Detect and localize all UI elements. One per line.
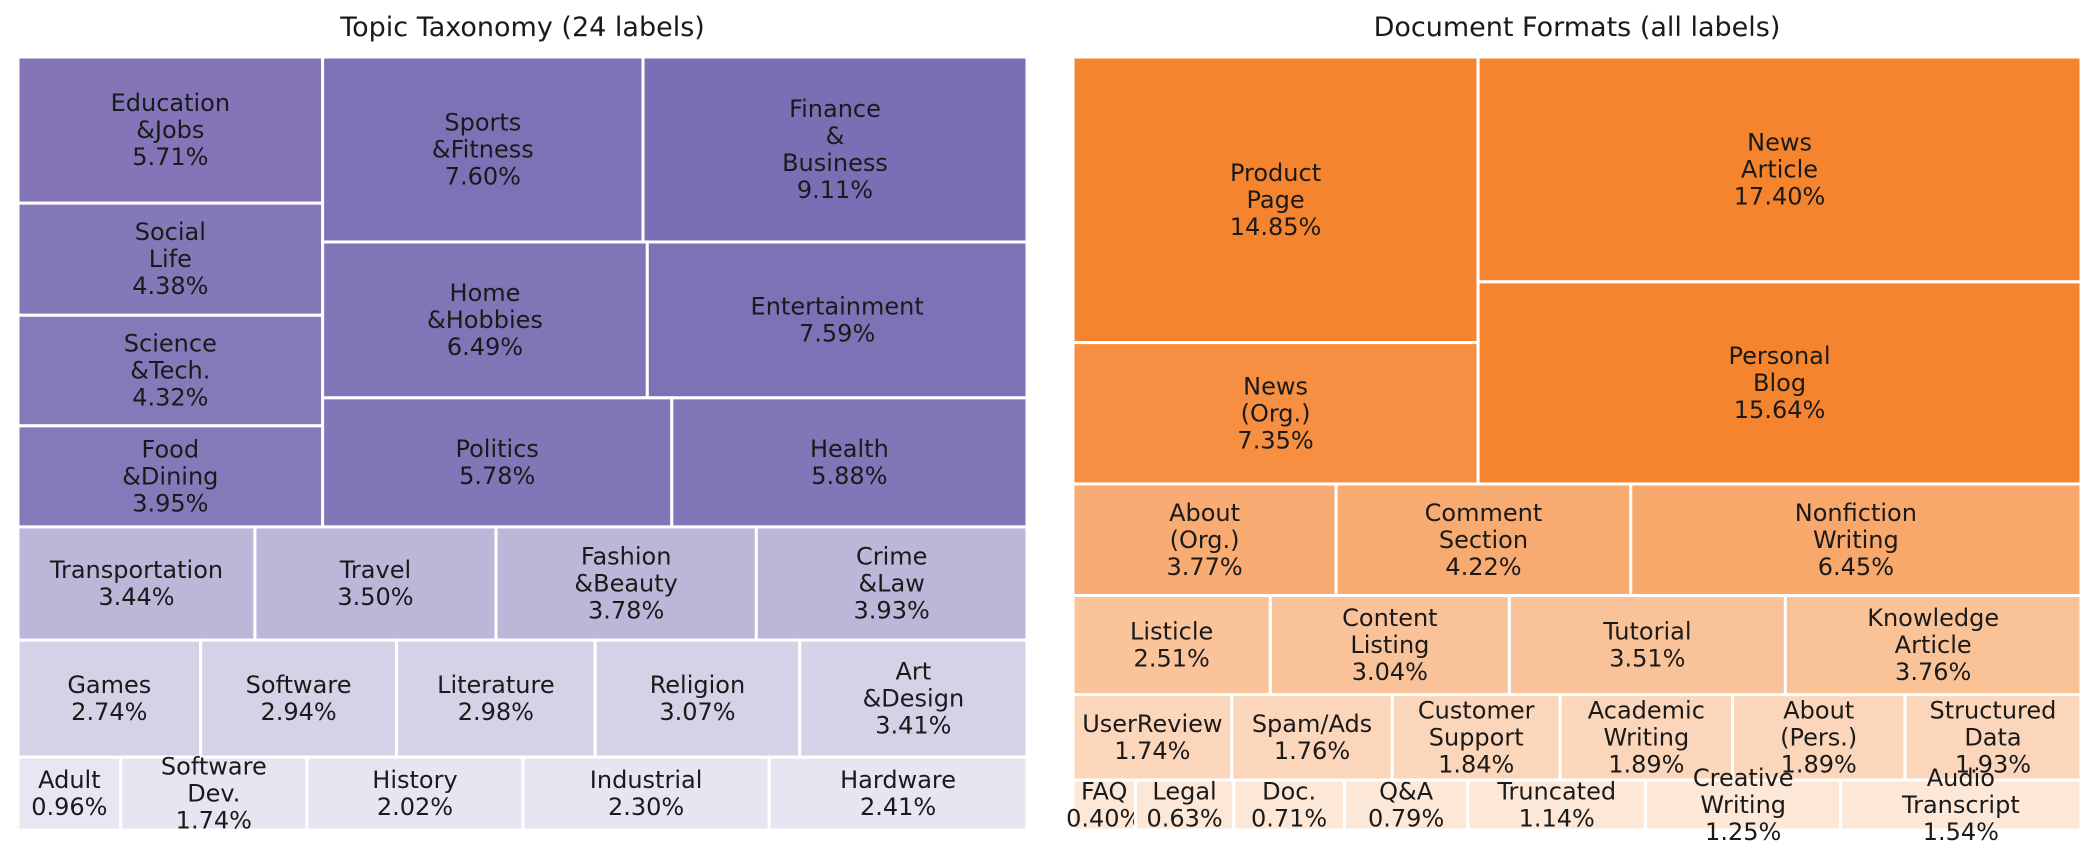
treemap-label-about-org: About (Org.) 3.77%	[1166, 499, 1242, 581]
treemap-label-structured-data: Structured Data 1.93%	[1930, 696, 2057, 778]
treemap-label-history: History 2.02%	[372, 766, 457, 821]
treemap-label-academic-writing: Academic Writing 1.89%	[1588, 696, 1705, 778]
treemap-label-science-tech: Science &Tech. 4.32%	[124, 330, 217, 412]
treemap-label-spam-ads: Spam/Ads 1.76%	[1252, 710, 1372, 765]
chart-title-document-formats: Document Formats (all labels)	[1373, 12, 1781, 43]
treemap-label-entertainment: Entertainment 7.59%	[751, 292, 924, 347]
treemap-label-truncated: Truncated 1.14%	[1496, 778, 1616, 833]
treemap-cell-politics: Politics 5.78%	[321, 396, 674, 529]
treemap-label-health: Health 5.88%	[810, 435, 889, 490]
treemap-label-content-listing: Content Listing 3.04%	[1342, 604, 1437, 686]
treemap-label-home-hobbies: Home &Hobbies 6.49%	[427, 279, 543, 361]
treemap-cell-news-article: News Article 17.40%	[1476, 55, 2083, 284]
treemap-cell-tutorial: Tutorial 3.51%	[1507, 594, 1787, 697]
treemap-cell-science-tech: Science &Tech. 4.32%	[16, 313, 325, 428]
treemap-cell-structured-data: Structured Data 1.93%	[1903, 693, 2083, 782]
treemap-cell-fashion-beauty: Fashion &Beauty 3.78%	[494, 525, 758, 642]
treemap-label-literature: Literature 2.98%	[437, 671, 555, 726]
treemap-label-social-life: Social Life 4.38%	[132, 218, 208, 300]
treemap-cell-product-page: Product Page 14.85%	[1071, 55, 1480, 345]
treemap-label-travel: Travel 3.50%	[337, 556, 413, 611]
treemap-cell-health: Health 5.88%	[670, 396, 1029, 529]
treemap-label-product-page: Product Page 14.85%	[1230, 159, 1322, 241]
treemap-label-games: Games 2.74%	[67, 671, 151, 726]
treemap-cell-news-org: News (Org.) 7.35%	[1071, 341, 1480, 486]
treemap-cell-audio-transcript: Audio Transcript 1.54%	[1839, 764, 2083, 846]
treemap-label-personal-blog: Personal Blog 15.64%	[1729, 342, 1831, 424]
treemap-label-knowledge-article: Knowledge Article 3.76%	[1867, 604, 1999, 686]
treemap-label-food-dining: Food &Dining 3.95%	[122, 435, 218, 517]
treemap-label-software-dev: Software Dev. 1.74%	[161, 753, 267, 835]
treemap-cell-content-listing: Content Listing 3.04%	[1268, 594, 1511, 697]
treemap-label-fashion-beauty: Fashion &Beauty 3.78%	[574, 543, 677, 625]
treemap-cell-creative-writing: Creative Writing 1.25%	[1644, 764, 1843, 846]
treemap-label-crime-law: Crime &Law 3.93%	[854, 543, 930, 625]
treemap-label-creative-writing: Creative Writing 1.25%	[1693, 764, 1794, 846]
treemap-label-about-pers: About (Pers.) 1.89%	[1780, 696, 1857, 778]
treemap-cell-userreview: UserReview 1.74%	[1071, 693, 1234, 782]
treemap-label-legal: Legal 0.63%	[1146, 778, 1222, 833]
treemap-cell-history: History 2.02%	[305, 755, 525, 832]
treemap-label-userreview: UserReview 1.74%	[1082, 710, 1222, 765]
treemap-label-doc: Doc. 0.71%	[1251, 778, 1327, 833]
treemap-label-news-org: News (Org.) 7.35%	[1237, 372, 1313, 454]
treemap-cell-software: Software 2.94%	[199, 638, 399, 759]
treemap-label-comment-section: Comment Section 4.22%	[1425, 499, 1543, 581]
treemap-cell-literature: Literature 2.98%	[395, 638, 597, 759]
treemap-cell-religion: Religion 3.07%	[593, 638, 802, 759]
treemap-cell-q-a: Q&A 0.79%	[1343, 778, 1470, 833]
treemap-cell-food-dining: Food &Dining 3.95%	[16, 424, 325, 529]
treemap-cell-entertainment: Entertainment 7.59%	[645, 240, 1029, 400]
treemap-cell-truncated: Truncated 1.14%	[1466, 778, 1648, 833]
treemap-label-education-jobs: Education &Jobs 5.71%	[111, 89, 230, 171]
treemap-cell-nonfiction-writing: Nonfiction Writing 6.45%	[1629, 482, 2083, 598]
treemap-label-q-a: Q&A 0.79%	[1368, 778, 1444, 833]
treemap-cell-art-design: Art &Design 3.41%	[798, 638, 1029, 759]
treemap-cell-listicle: Listicle 2.51%	[1071, 594, 1272, 697]
treemap-label-art-design: Art &Design 3.41%	[863, 658, 965, 740]
treemap-label-customer-support: Customer Support 1.84%	[1418, 696, 1535, 778]
treemap-label-politics: Politics 5.78%	[456, 435, 539, 490]
treemap-label-tutorial: Tutorial 3.51%	[1602, 618, 1691, 673]
treemap-cell-faq: FAQ 0.40%	[1066, 778, 1142, 833]
treemap-cell-crime-law: Crime &Law 3.93%	[754, 525, 1029, 642]
treemap-label-finance-business: Finance & Business 9.11%	[782, 95, 888, 204]
chart-title-topic-taxonomy: Topic Taxonomy (24 labels)	[340, 12, 705, 43]
treemap-label-hardware: Hardware 2.41%	[840, 766, 956, 821]
treemap-cell-doc: Doc. 0.71%	[1232, 778, 1347, 833]
treemap-cell-travel: Travel 3.50%	[253, 525, 498, 642]
treemap-cell-customer-support: Customer Support 1.84%	[1390, 693, 1562, 782]
treemap-cell-personal-blog: Personal Blog 15.64%	[1476, 280, 2083, 486]
treemap-cell-legal: Legal 0.63%	[1133, 778, 1236, 833]
treemap-cell-sports-fitness: Sports &Fitness 7.60%	[321, 55, 645, 244]
treemap-label-transportation: Transportation 3.44%	[49, 556, 223, 611]
treemap-label-adult: Adult 0.96%	[31, 766, 107, 821]
treemap-cell-adult: Adult 0.96%	[16, 755, 123, 832]
treemap-cell-games: Games 2.74%	[16, 638, 203, 759]
treemap-label-listicle: Listicle 2.51%	[1130, 618, 1213, 673]
treemap-cell-industrial: Industrial 2.30%	[521, 755, 771, 832]
treemap-label-software: Software 2.94%	[246, 671, 352, 726]
treemap-cell-hardware: Hardware 2.41%	[767, 755, 1029, 832]
treemap-cell-finance-business: Finance & Business 9.11%	[641, 55, 1029, 244]
treemap-label-religion: Religion 3.07%	[650, 671, 746, 726]
treemap-label-sports-fitness: Sports &Fitness 7.60%	[432, 108, 534, 190]
treemap-cell-academic-writing: Academic Writing 1.89%	[1558, 693, 1735, 782]
treemap-cell-about-org: About (Org.) 3.77%	[1071, 482, 1338, 598]
treemap-label-audio-transcript: Audio Transcript 1.54%	[1901, 764, 2020, 846]
treemap-cell-knowledge-article: Knowledge Article 3.76%	[1783, 594, 2083, 697]
treemap-cell-transportation: Transportation 3.44%	[16, 525, 257, 642]
treemap-label-industrial: Industrial 2.30%	[590, 766, 703, 821]
treemap-label-news-article: News Article 17.40%	[1734, 128, 1826, 210]
treemap-label-nonfiction-writing: Nonfiction Writing 6.45%	[1795, 499, 1917, 581]
treemap-cell-comment-section: Comment Section 4.22%	[1334, 482, 1633, 598]
treemap-cell-spam-ads: Spam/Ads 1.76%	[1230, 693, 1394, 782]
treemap-cell-about-pers: About (Pers.) 1.89%	[1731, 693, 1907, 782]
treemap-label-faq: FAQ 0.40%	[1066, 778, 1142, 833]
